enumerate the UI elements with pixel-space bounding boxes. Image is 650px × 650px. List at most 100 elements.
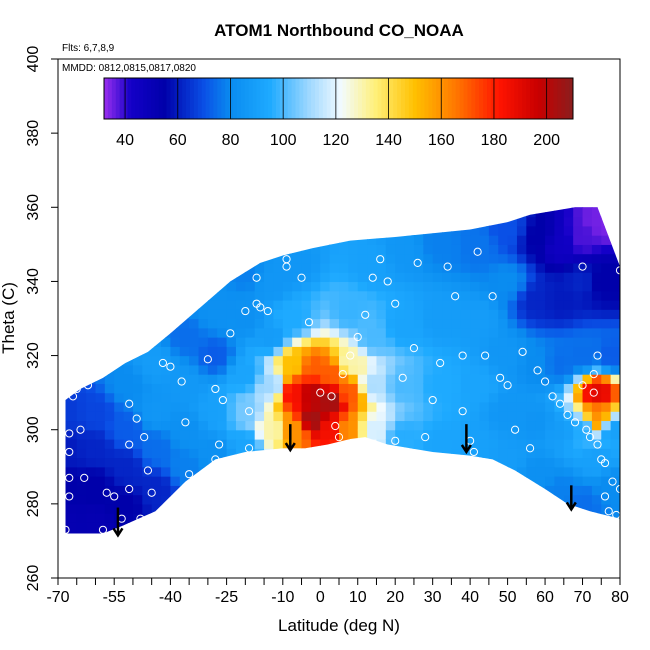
field-cell bbox=[601, 438, 612, 449]
field-cell bbox=[404, 374, 415, 384]
field-cell bbox=[329, 216, 340, 227]
field-cell bbox=[86, 411, 97, 422]
field-cell bbox=[563, 457, 574, 468]
field-cell bbox=[114, 383, 125, 394]
x-tick-label: 0 bbox=[316, 589, 325, 606]
field-cell bbox=[235, 448, 246, 459]
field-cell bbox=[217, 401, 228, 412]
field-cell bbox=[264, 364, 275, 375]
sample-point bbox=[589, 388, 598, 397]
colorbar-swatch bbox=[162, 78, 168, 119]
field-cell bbox=[470, 448, 481, 459]
field-cell bbox=[198, 466, 209, 477]
field-cell bbox=[460, 262, 471, 273]
field-cell bbox=[591, 420, 602, 431]
field-cell bbox=[601, 318, 612, 329]
colorbar-swatch bbox=[502, 78, 508, 119]
field-cell bbox=[292, 309, 303, 320]
field-cell bbox=[404, 309, 415, 320]
field-cell bbox=[207, 207, 218, 218]
field-cell bbox=[170, 448, 181, 459]
colorbar-swatch bbox=[143, 78, 148, 119]
field-cell bbox=[254, 374, 265, 384]
field-cell bbox=[142, 207, 153, 218]
field-cell bbox=[264, 485, 275, 496]
field-cell bbox=[554, 262, 565, 273]
field-cell bbox=[563, 420, 574, 431]
field-cell bbox=[161, 235, 171, 245]
field-cell bbox=[442, 235, 452, 245]
field-cell bbox=[292, 466, 303, 477]
field-cell bbox=[348, 438, 359, 449]
field-cell bbox=[170, 346, 181, 357]
field-cell bbox=[123, 392, 134, 403]
field-cell bbox=[65, 355, 68, 366]
field-cell bbox=[179, 401, 190, 412]
colorbar-swatch bbox=[549, 78, 554, 119]
field-cell bbox=[198, 290, 209, 301]
field-cell bbox=[151, 327, 162, 338]
field-cell bbox=[460, 494, 471, 505]
field-cell bbox=[367, 290, 378, 301]
colorbar-swatch bbox=[346, 78, 351, 119]
field-cell bbox=[470, 253, 481, 264]
field-cell bbox=[357, 290, 368, 301]
colorbar-swatch bbox=[420, 78, 425, 119]
field-cell bbox=[479, 244, 490, 255]
field-cell bbox=[460, 374, 471, 384]
field-cell bbox=[367, 327, 378, 338]
field-cell bbox=[320, 374, 331, 384]
field-cell bbox=[535, 272, 546, 283]
field-cell bbox=[535, 244, 546, 255]
sample-point bbox=[65, 473, 74, 483]
field-cell bbox=[498, 337, 509, 347]
field-cell bbox=[264, 429, 275, 440]
colorbar-swatch bbox=[361, 78, 367, 119]
field-cell bbox=[423, 318, 434, 329]
field-cell bbox=[86, 272, 97, 283]
field-cell bbox=[591, 531, 602, 534]
field-cell bbox=[310, 383, 321, 394]
field-cell bbox=[470, 411, 481, 422]
sample-point bbox=[68, 392, 78, 401]
field-cell bbox=[65, 235, 68, 245]
field-cell bbox=[65, 531, 68, 534]
field-cell bbox=[460, 216, 471, 227]
field-cell bbox=[235, 272, 246, 283]
sample-point bbox=[413, 258, 422, 267]
field-cell bbox=[329, 327, 340, 338]
field-cell bbox=[86, 438, 97, 449]
field-cell bbox=[142, 244, 153, 255]
field-cell bbox=[273, 244, 284, 255]
field-cell bbox=[142, 235, 153, 245]
field-cell bbox=[367, 299, 378, 310]
field-cell bbox=[282, 207, 293, 208]
field-cell bbox=[320, 290, 331, 301]
field-cell bbox=[367, 513, 378, 523]
field-cell bbox=[104, 448, 115, 459]
field-cell bbox=[104, 392, 115, 403]
field-cell bbox=[620, 356, 630, 366]
field-cell bbox=[442, 448, 452, 459]
field-cell bbox=[357, 207, 368, 208]
field-cell bbox=[104, 207, 115, 208]
field-cell bbox=[601, 272, 612, 283]
field-cell bbox=[235, 420, 246, 431]
field-cell bbox=[189, 513, 200, 523]
field-cell bbox=[348, 253, 359, 264]
field-cell bbox=[254, 337, 265, 347]
field-cell bbox=[292, 318, 303, 329]
field-cell bbox=[207, 253, 218, 264]
field-cell bbox=[404, 531, 415, 534]
field-cell bbox=[310, 503, 321, 514]
field-cell bbox=[526, 225, 537, 236]
field-cell bbox=[610, 346, 620, 357]
field-cell bbox=[470, 485, 481, 496]
field-cell bbox=[292, 503, 303, 514]
field-cell bbox=[104, 401, 115, 412]
field-cell bbox=[310, 401, 321, 412]
field-cell bbox=[535, 476, 546, 486]
field-cell bbox=[610, 438, 620, 449]
field-cell bbox=[526, 476, 537, 486]
field-cell bbox=[170, 207, 181, 208]
